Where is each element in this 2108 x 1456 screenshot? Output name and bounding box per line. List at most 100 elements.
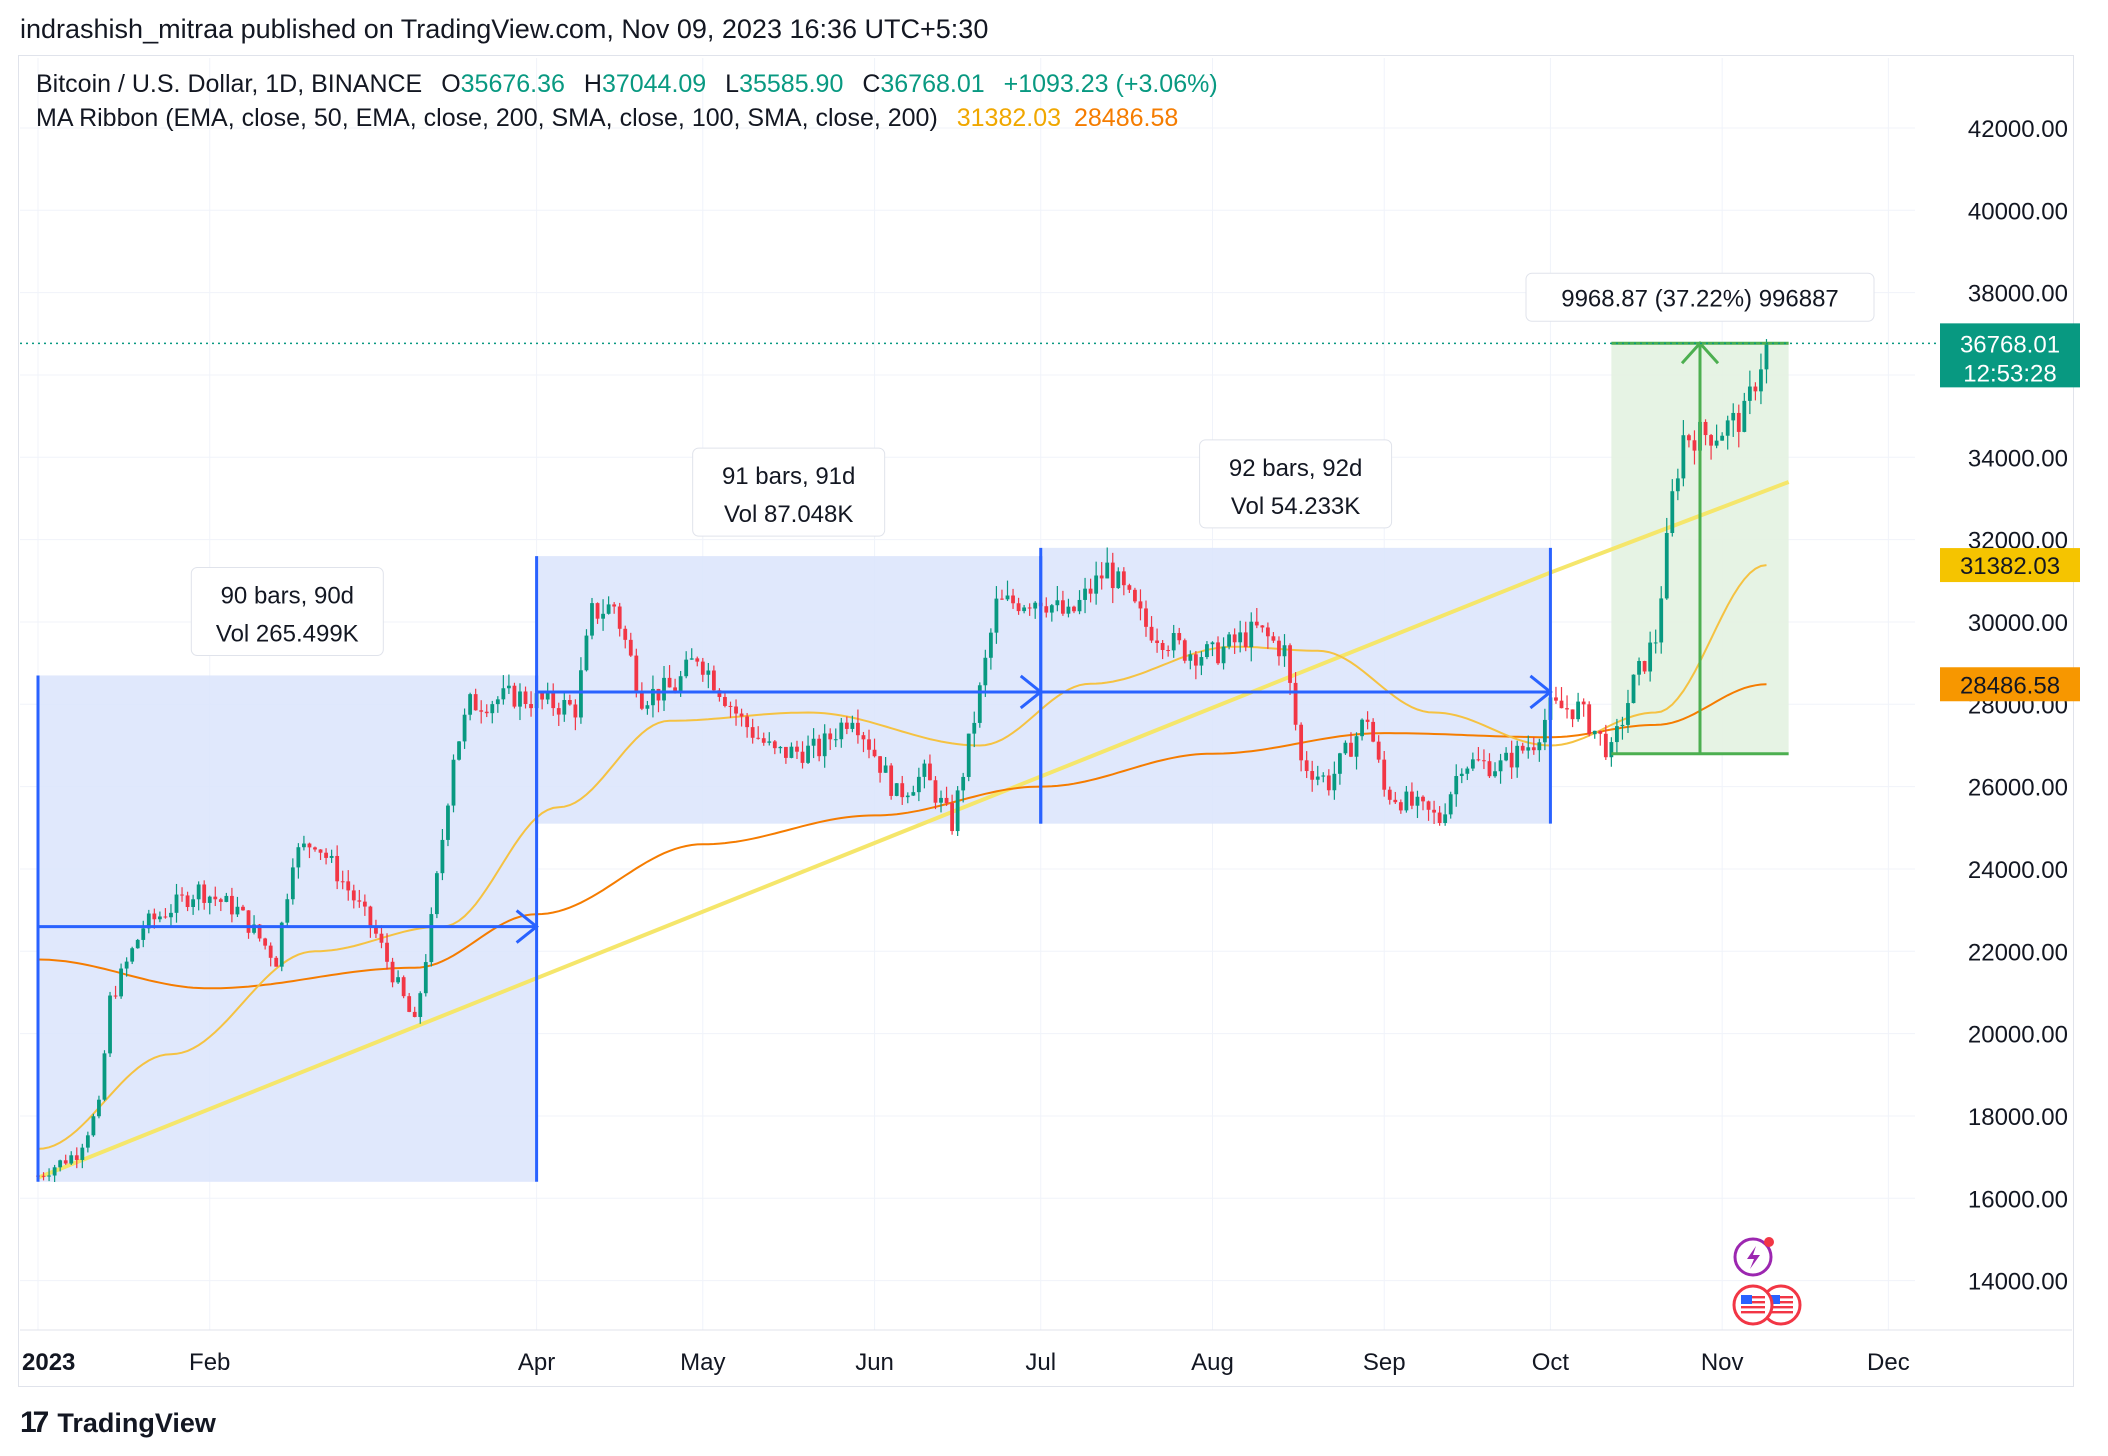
candle-body: [961, 776, 966, 791]
candle-body: [97, 1099, 101, 1117]
candle-body: [218, 899, 223, 902]
candle-body: [1653, 642, 1658, 644]
candle-body: [318, 849, 323, 853]
candle-body: [285, 899, 290, 923]
range-bars-label: 90 bars, 90d: [221, 582, 354, 609]
ma1-value: 31382.03: [956, 104, 1062, 132]
x-tick-label: Oct: [1532, 1349, 1570, 1376]
candle-body: [1005, 595, 1010, 600]
candle-body: [1216, 642, 1220, 664]
candle-body: [412, 1011, 417, 1017]
tradingview-logo[interactable]: 17 TradingView: [20, 1406, 216, 1440]
candle-body: [584, 635, 589, 671]
y-tick-label: 22000.00: [1968, 939, 2068, 966]
candle-body: [1105, 562, 1110, 579]
candle-body: [1742, 400, 1747, 432]
candle-body: [1725, 420, 1730, 436]
open-value: 35676.36: [460, 70, 565, 98]
candle-body: [1587, 704, 1592, 735]
candle-body: [844, 722, 849, 729]
candle-body: [916, 776, 921, 793]
candle-body: [495, 699, 500, 705]
candle-body: [1171, 633, 1176, 651]
candle-body: [324, 852, 328, 858]
candle-body: [468, 694, 473, 715]
candle-body: [119, 968, 123, 997]
candle-body: [800, 751, 805, 763]
candle-body: [479, 710, 484, 712]
candle-body: [1620, 724, 1625, 727]
candle-body: [1033, 602, 1038, 609]
candle-body: [795, 746, 799, 752]
candle-body: [817, 738, 822, 757]
candle-body: [58, 1160, 63, 1168]
low-label: L: [725, 70, 740, 98]
candle-body: [1055, 600, 1060, 606]
candle-body: [856, 722, 860, 736]
us-flag-canton: [1769, 1295, 1780, 1304]
candle-body: [74, 1155, 79, 1160]
notification-dot-icon: [1764, 1237, 1774, 1247]
candle-body: [1393, 799, 1398, 803]
candle-body: [512, 685, 517, 707]
candle-body: [745, 716, 750, 728]
candle-body: [1426, 801, 1431, 810]
candle-body: [1759, 369, 1763, 392]
candle-body: [706, 670, 711, 675]
candle-body: [1072, 606, 1076, 612]
candle-body: [728, 705, 733, 707]
candle-body: [1421, 796, 1425, 802]
candle-body: [191, 899, 196, 907]
candle-body: [1432, 809, 1436, 813]
candle-body: [822, 733, 827, 757]
range-volume-label: Vol 87.048K: [724, 501, 853, 528]
candle-body: [501, 688, 506, 700]
candle-body: [1609, 742, 1614, 758]
y-tick-label: 18000.00: [1968, 1104, 2068, 1131]
indicator-title[interactable]: MA Ribbon (EMA, close, 50, EMA, close, 2…: [36, 104, 938, 132]
ma2-price-value: 28486.58: [1960, 672, 2060, 699]
candle-body: [1338, 753, 1342, 774]
candle-body: [1016, 603, 1021, 612]
candle-body: [91, 1116, 96, 1136]
candle-body: [639, 690, 644, 709]
x-tick-label: 2023: [22, 1349, 75, 1376]
candle-body: [894, 783, 899, 796]
candle-body: [1687, 435, 1691, 441]
candle-body: [673, 687, 677, 693]
ema200-line: [37, 683, 1767, 990]
candle-body: [1570, 709, 1575, 720]
candle-body: [357, 900, 362, 902]
candle-body: [623, 628, 628, 640]
candle-body: [230, 895, 234, 915]
candle-body: [1326, 775, 1331, 791]
candle-body: [1714, 440, 1719, 446]
candle-body: [767, 741, 772, 743]
candle-body: [263, 938, 268, 946]
candle-body: [1083, 588, 1087, 600]
candle-body: [1332, 773, 1337, 791]
candle-body: [1299, 724, 1304, 761]
candle-body: [1626, 703, 1630, 725]
candle-body: [1099, 575, 1104, 579]
candle-body: [152, 913, 157, 920]
symbol-title[interactable]: Bitcoin / U.S. Dollar, 1D, BINANCE: [36, 70, 423, 98]
candle-body: [789, 746, 794, 758]
candle-body: [540, 693, 545, 700]
candle-body: [983, 657, 988, 686]
candle-body: [1554, 697, 1558, 701]
chart-frame: [18, 55, 2074, 1387]
date-ranges: [38, 343, 1789, 1182]
tradingview-mark-icon: 17: [20, 1406, 49, 1439]
y-tick-label: 40000.00: [1968, 198, 2068, 225]
candle-body: [1764, 343, 1769, 370]
candle-body: [180, 894, 184, 896]
candle-body: [739, 713, 744, 717]
candle-body: [1188, 654, 1193, 661]
candle-body: [407, 996, 412, 1012]
candle-body: [268, 945, 273, 958]
candle-body: [1415, 796, 1420, 806]
candle-body: [551, 691, 556, 709]
candle-body: [734, 706, 738, 714]
